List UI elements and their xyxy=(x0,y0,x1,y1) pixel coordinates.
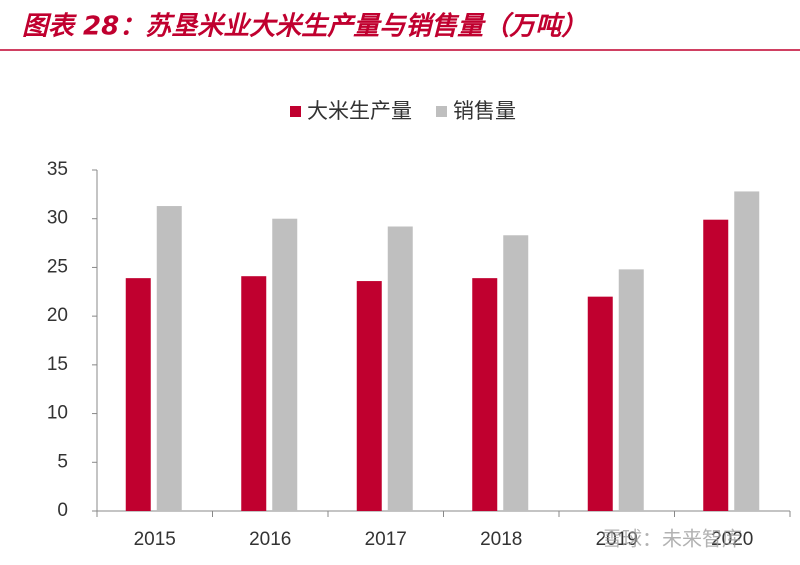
legend-label: 大米生产量 xyxy=(307,99,412,123)
x-tick-label: 2020 xyxy=(711,529,753,550)
chart-title: 图表 28：苏垦米业大米生产量与销售量（万吨） xyxy=(22,12,587,42)
y-tick-label: 0 xyxy=(57,500,68,521)
bar xyxy=(356,281,382,511)
bar xyxy=(618,269,644,511)
bar xyxy=(734,191,760,512)
x-tick-label: 2019 xyxy=(596,529,638,550)
x-tick-label: 2018 xyxy=(480,529,522,550)
y-tick-label: 5 xyxy=(57,451,68,472)
y-tick-label: 20 xyxy=(47,305,68,326)
y-tick-label: 35 xyxy=(47,159,68,180)
watermark: 雪球：未来智库 xyxy=(602,527,742,551)
y-tick-label: 25 xyxy=(47,256,68,277)
x-tick-label: 2016 xyxy=(249,529,291,550)
bar xyxy=(703,219,729,511)
bar xyxy=(587,296,613,511)
x-tick-label: 2017 xyxy=(365,529,407,550)
legend: 大米生产量 销售量 xyxy=(290,99,516,123)
y-tick-label: 30 xyxy=(47,208,68,229)
bar xyxy=(272,218,298,511)
legend-swatch xyxy=(290,106,301,117)
bar xyxy=(503,235,529,511)
bar xyxy=(472,278,498,511)
legend-label: 销售量 xyxy=(453,99,516,123)
x-tick-label: 2015 xyxy=(134,529,176,550)
bar xyxy=(156,206,182,511)
y-tick-label: 10 xyxy=(47,403,68,424)
y-tick-label: 15 xyxy=(47,354,68,375)
legend-swatch xyxy=(436,106,447,117)
bar xyxy=(387,226,413,511)
bar xyxy=(241,276,267,511)
bar xyxy=(125,278,151,511)
